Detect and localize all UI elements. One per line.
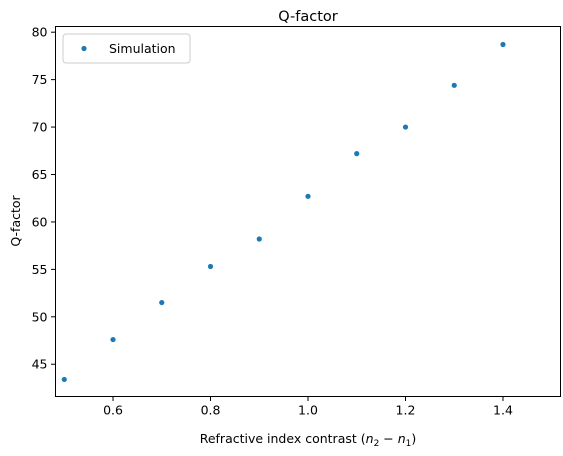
legend-box [62,33,191,64]
y-axis-label: Q-factor [8,194,23,246]
y-tick-label: 45 [32,357,48,372]
chart-title: Q-factor [278,9,338,25]
x-tick-label: 1.0 [298,403,318,418]
data-point [402,124,409,130]
data-point [207,263,214,270]
y-tick-label: 60 [32,214,48,229]
data-point [256,236,262,242]
y-tick-label: 65 [32,167,48,182]
y-tick-label: 80 [32,25,48,40]
data-point [354,151,360,157]
data-point [305,193,311,199]
x-tick-label: 1.2 [396,403,416,418]
legend-marker-simulation [81,45,87,52]
data-point [110,336,116,343]
legend-label-simulation: Simulation [109,41,176,56]
x-tick-label: 1.4 [493,403,513,418]
data-point [500,41,506,48]
data-point [61,376,67,383]
x-tick-label: 0.8 [201,403,221,418]
axis-ticks: 0.6 0.8 1.0 1.2 1.4 45 50 55 60 65 70 75 80 [32,25,513,418]
y-tick-label: 75 [32,72,48,87]
y-tick-label: 55 [32,262,48,277]
y-tick-label: 70 [32,120,48,135]
x-tick-label: 0.6 [103,403,123,418]
plot-frame [55,26,561,397]
data-point [451,82,457,88]
legend: Simulation [62,33,191,64]
data-point [159,299,165,306]
y-tick-label: 50 [32,309,48,324]
x-axis-label: Refractive index contrast (n2 − n1) [200,431,417,449]
scatter-points [61,41,506,383]
